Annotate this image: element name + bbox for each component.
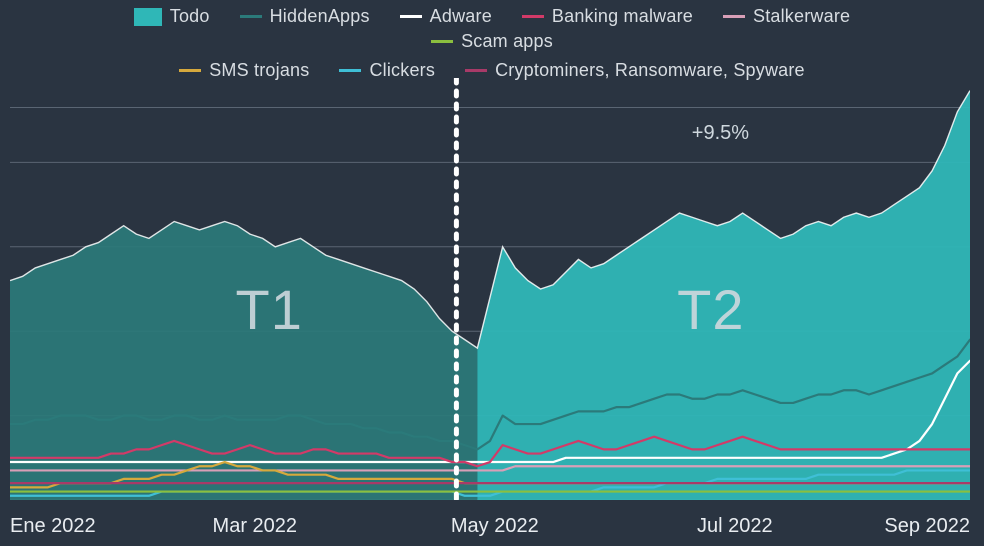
- legend-item-adware: Adware: [400, 6, 492, 27]
- legend-item-banking: Banking malware: [522, 6, 693, 27]
- legend-label-todo: Todo: [170, 6, 210, 27]
- legend-item-hiddenapps: HiddenApps: [240, 6, 370, 27]
- legend-swatch-crypto: [465, 69, 487, 72]
- x-tick-4: Sep 2022: [884, 515, 970, 538]
- region-label-right: T2: [677, 278, 744, 341]
- legend-label-scam: Scam apps: [461, 31, 553, 52]
- plot-area: T1 T2 +9.5%: [10, 78, 970, 500]
- legend-swatch-click: [339, 69, 361, 72]
- legend-swatch-todo: [134, 8, 162, 26]
- legend-item-todo: Todo: [134, 6, 210, 27]
- legend-label-adware: Adware: [430, 6, 492, 27]
- legend-item-scam: Scam apps: [431, 31, 553, 52]
- legend: Todo HiddenApps Adware Banking malware Stalk…: [0, 6, 984, 81]
- legend-label-hiddenapps: HiddenApps: [270, 6, 370, 27]
- threat-trend-chart: Todo HiddenApps Adware Banking malware Stalk…: [0, 0, 984, 546]
- legend-swatch-banking: [522, 15, 544, 18]
- growth-annotation: +9.5%: [692, 122, 749, 144]
- legend-swatch-scam: [431, 40, 453, 43]
- plot-svg: T1 T2 +9.5%: [10, 78, 970, 500]
- x-axis: Ene 2022 Mar 2022 May 2022 Jul 2022 Sep 2022: [10, 506, 970, 546]
- x-tick-2: May 2022: [451, 515, 539, 538]
- x-tick-1: Mar 2022: [213, 515, 298, 538]
- legend-label-banking: Banking malware: [552, 6, 693, 27]
- region-label-left: T1: [236, 278, 303, 341]
- x-tick-0: Ene 2022: [10, 515, 96, 538]
- legend-swatch-adware: [400, 15, 422, 18]
- legend-swatch-stalker: [723, 15, 745, 18]
- x-tick-3: Jul 2022: [697, 515, 773, 538]
- legend-item-stalker: Stalkerware: [723, 6, 850, 27]
- legend-swatch-hiddenapps: [240, 15, 262, 18]
- legend-label-stalker: Stalkerware: [753, 6, 850, 27]
- legend-swatch-sms: [179, 69, 201, 72]
